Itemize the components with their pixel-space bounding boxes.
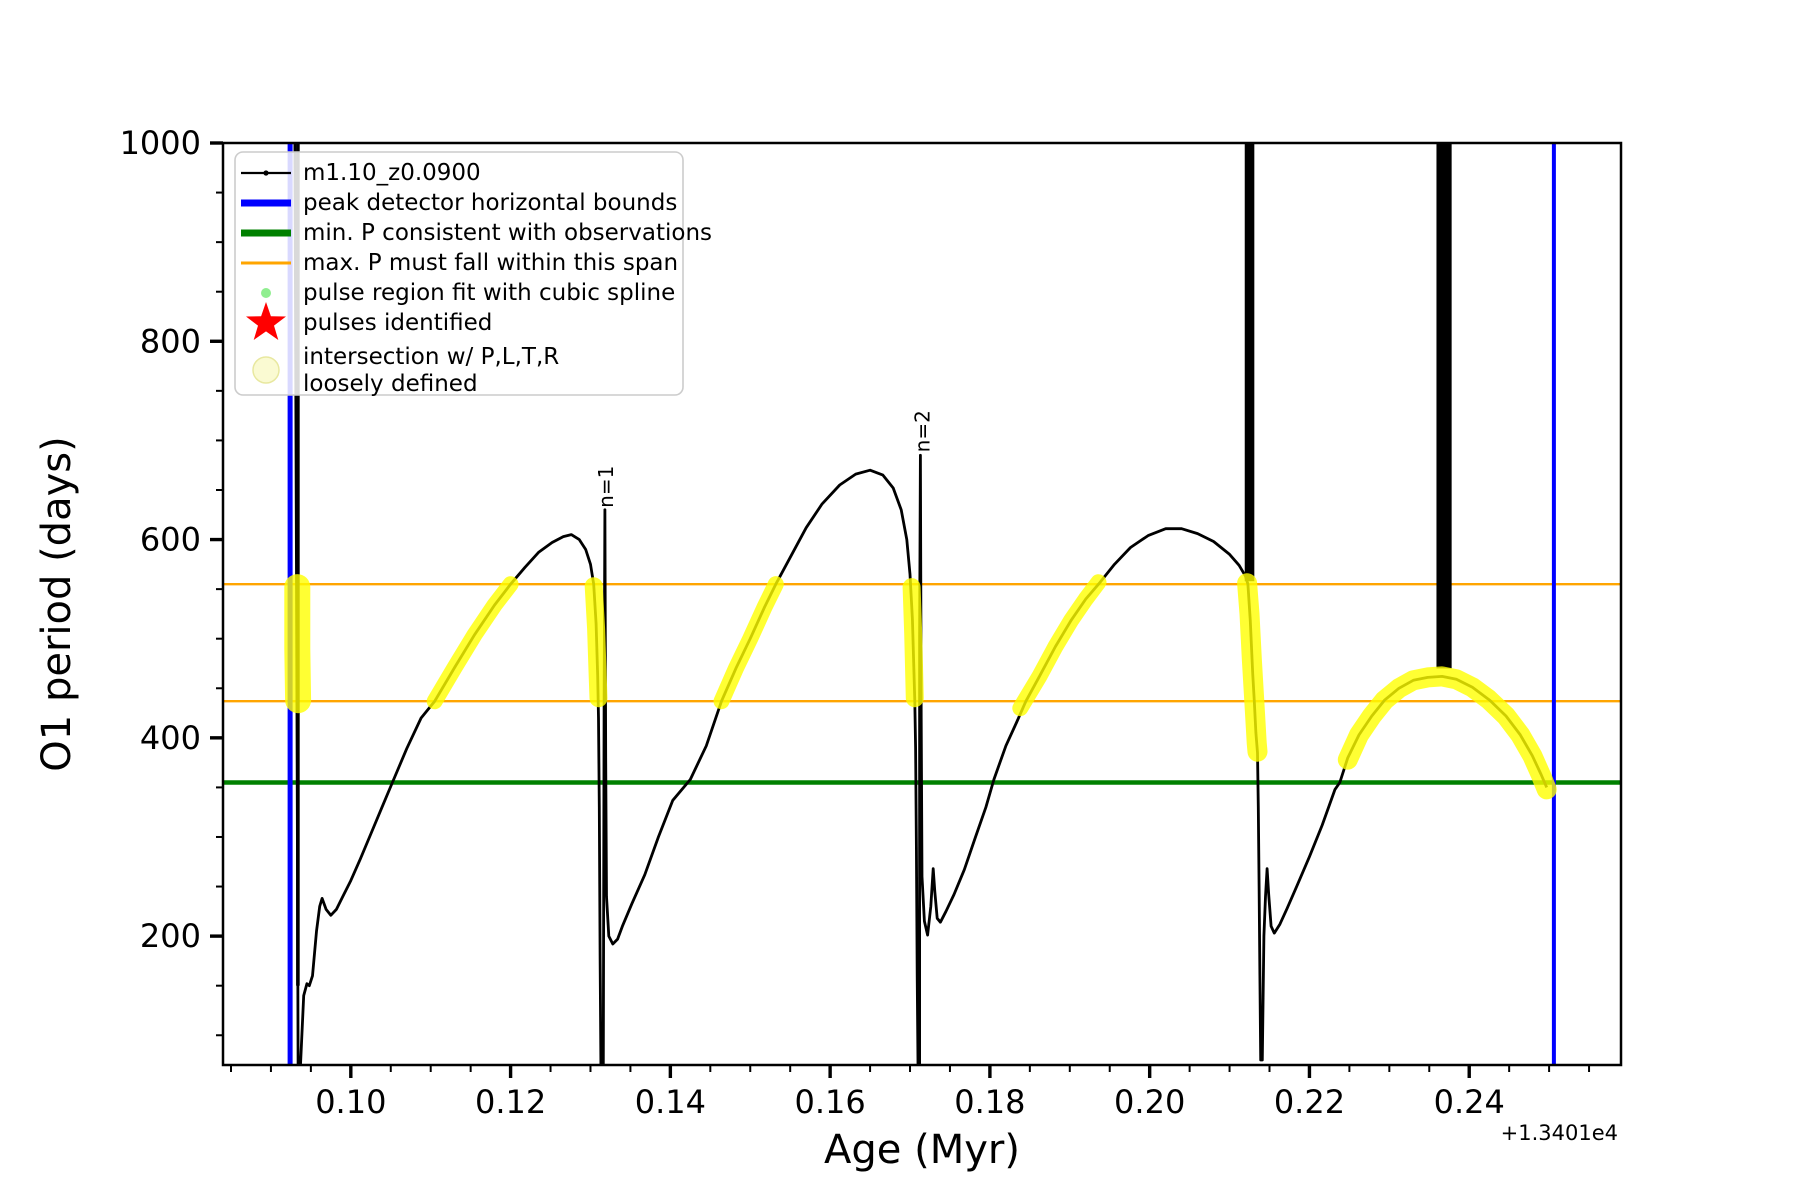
n1-label: n=1 <box>594 466 618 508</box>
series-dot-sample <box>263 170 269 176</box>
dense-pulsation-track-3 <box>1436 143 1452 669</box>
intersection-loosely-defined-0 <box>284 574 312 714</box>
intersection-loosely-defined-5 <box>1012 574 1107 717</box>
y-tick-label: 600 <box>140 521 201 559</box>
intersection-loosely-defined-7 <box>1337 666 1557 800</box>
legend-label: pulses identified <box>303 310 492 336</box>
spline-dot-sample <box>261 288 271 298</box>
x-ticks: 0.10 0.12 0.14 0.16 0.18 0.20 0.22 0.24 <box>229 1065 1591 1121</box>
x-tick-label: 0.20 <box>1114 1083 1185 1121</box>
y-ticks: 200 400 600 800 1000 <box>120 124 223 1037</box>
chart-content: 0.10 0.12 0.14 0.16 0.18 0.20 0.22 0.24 200 400 60… <box>120 124 1623 1121</box>
x-tick-label: 0.24 <box>1434 1083 1505 1121</box>
axes-spines <box>221 141 1623 1067</box>
y-axis-label: O1 period (days) <box>34 436 80 771</box>
y-tick-label: 200 <box>140 917 201 955</box>
y-tick-label: 1000 <box>120 124 201 162</box>
n2-label: n=2 <box>910 410 934 452</box>
star-icon <box>246 302 286 340</box>
x-tick-label: 0.10 <box>315 1083 386 1121</box>
legend: m1.10_z0.0900 peak detector horizontal b… <box>234 151 712 397</box>
y-tick-label: 800 <box>140 322 201 360</box>
x-tick-label: 0.18 <box>954 1083 1025 1121</box>
legend-label: m1.10_z0.0900 <box>303 160 481 186</box>
legend-item-pulses: pulses identified <box>246 302 492 340</box>
dense-pulsation-track-2 <box>1244 143 1255 582</box>
intersection-loosely-defined-4 <box>902 578 924 708</box>
dense-pulsation-track-1 <box>296 143 300 986</box>
intersection-loosely-defined-6 <box>1237 573 1268 762</box>
legend-label-line1: intersection w/ P,L,T,R <box>303 344 559 370</box>
legend-item-series: m1.10_z0.0900 <box>241 160 481 186</box>
x-axis-offset-label: +1.3401e4 <box>1501 1121 1618 1145</box>
legend-item-max-P: max. P must fall within this span <box>241 250 678 276</box>
legend-label: min. P consistent with observations <box>303 220 712 246</box>
x-tick-label: 0.12 <box>475 1083 546 1121</box>
x-axis-label: Age (Myr) <box>824 1127 1020 1173</box>
legend-label-line2: loosely defined <box>303 371 478 397</box>
intersection-loosely-defined-1 <box>426 576 519 710</box>
legend-label: peak detector horizontal bounds <box>303 190 677 216</box>
legend-item-peak-bounds: peak detector horizontal bounds <box>241 190 677 216</box>
legend-label: pulse region fit with cubic spline <box>303 280 675 306</box>
legend-item-intersection: intersection w/ P,L,T,R loosely defined <box>252 344 559 397</box>
x-tick-label: 0.16 <box>795 1083 866 1121</box>
pale-circle-sample <box>252 356 280 384</box>
y-tick-label: 400 <box>140 719 201 757</box>
legend-item-min-P: min. P consistent with observations <box>241 220 712 246</box>
legend-item-spline-fit: pulse region fit with cubic spline <box>261 280 675 306</box>
intersection-loosely-defined-3 <box>713 576 784 710</box>
data-layer <box>284 143 1557 1065</box>
legend-box <box>234 151 684 396</box>
x-tick-label: 0.14 <box>635 1083 706 1121</box>
x-tick-label: 0.22 <box>1274 1083 1345 1121</box>
legend-label: max. P must fall within this span <box>303 250 678 276</box>
intersection-loosely-defined-2 <box>584 577 608 708</box>
